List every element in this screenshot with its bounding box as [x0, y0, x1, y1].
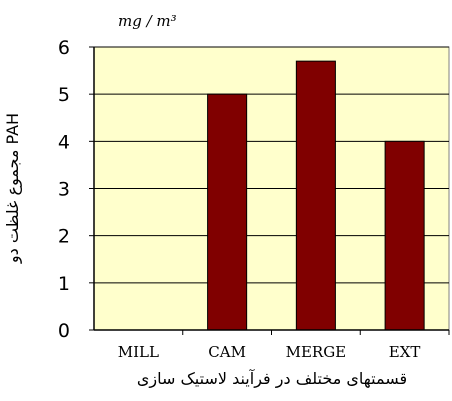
x-tick-label: MILL [118, 343, 159, 361]
y-tick-label: 4 [58, 131, 70, 153]
y-axis-label: مجموع غلظت دو PAH [3, 113, 23, 264]
x-tick-label: EXT [389, 343, 421, 361]
y-tick-label: 1 [58, 273, 70, 295]
bar-cam [207, 93, 248, 331]
y-tick-label: 0 [58, 320, 70, 342]
x-axis-label: قسمتهای مختلف در فرآیند لاستیک سازی [137, 369, 407, 389]
x-tick-label: MERGE [286, 343, 347, 361]
y-tick-label: 3 [58, 179, 70, 201]
bar-merge [295, 60, 336, 331]
y-tick-label: 2 [58, 226, 70, 248]
y-tick-label: 5 [58, 84, 70, 106]
x-tick-label: CAM [208, 343, 246, 361]
unit-label: mg / m³ [118, 12, 177, 30]
bar-ext [384, 140, 425, 331]
y-tick-label: 6 [58, 37, 70, 59]
